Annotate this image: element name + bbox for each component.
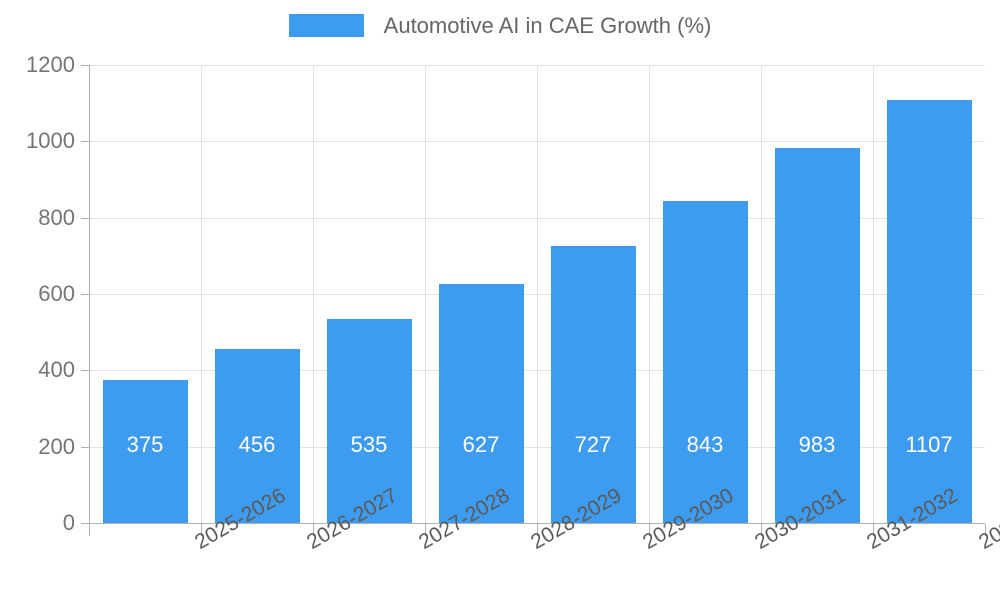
x-axis-category-label: 2027-2028	[415, 484, 513, 555]
y-axis-tick	[81, 294, 89, 295]
bar[interactable]	[438, 283, 524, 523]
bar-value-label: 1107	[905, 432, 953, 457]
plot-area: 375 456 535 627 727 843 983 1107	[89, 65, 985, 524]
y-axis-tick	[81, 65, 89, 66]
x-axis-line	[89, 523, 985, 524]
bar[interactable]	[662, 201, 748, 523]
gridline-vertical	[201, 65, 202, 523]
y-axis-tick	[81, 217, 89, 219]
bar[interactable]	[326, 318, 412, 523]
bar[interactable]	[774, 147, 860, 523]
gridline-vertical	[649, 65, 650, 523]
y-axis-tick-label: 1200	[26, 52, 75, 77]
x-axis-tick	[89, 524, 90, 536]
x-axis-tick	[649, 524, 650, 536]
bar-value-label: 843	[686, 432, 724, 457]
x-axis-tick	[761, 524, 762, 536]
gridline-vertical	[313, 65, 314, 523]
y-axis-tick	[81, 523, 89, 524]
y-axis-tick-label: 200	[38, 433, 75, 459]
x-axis-tick	[201, 524, 202, 536]
x-axis-category-label: 2031-2032	[863, 484, 961, 555]
x-axis-category-label: 2029-2030	[639, 484, 737, 555]
bar-value-label: 375	[126, 432, 164, 457]
x-axis-category-label: 2028-2029	[527, 484, 625, 555]
x-axis-tick	[425, 524, 426, 536]
chart-legend: Automotive AI in CAE Growth (%)	[0, 14, 1000, 37]
bar[interactable]	[214, 348, 300, 523]
x-axis-tick	[873, 524, 874, 536]
bar-value-label: 627	[462, 432, 500, 457]
legend-label: Automotive AI in CAE Growth (%)	[383, 13, 712, 38]
y-axis-tick	[81, 370, 89, 372]
gridline-vertical	[761, 65, 762, 523]
x-axis-tick	[537, 524, 538, 536]
bar[interactable]	[550, 245, 636, 523]
bar-value-label: 727	[574, 432, 612, 457]
x-axis-category-label: 2026-2027	[303, 484, 401, 555]
legend-color-swatch-icon	[288, 14, 364, 37]
bar-value-label: 983	[798, 432, 836, 457]
x-axis-tick	[985, 524, 986, 536]
bar-value-label: 456	[238, 432, 276, 457]
y-axis-tick-label: 400	[38, 357, 75, 383]
bar[interactable]	[886, 100, 972, 523]
gridline-vertical	[873, 65, 874, 523]
y-axis-tick-label: 1000	[26, 128, 75, 154]
gridline-vertical	[537, 65, 538, 523]
bar-value-label: 535	[350, 432, 388, 457]
legend-item-automotive-ai-in-cae-growth[interactable]: Automotive AI in CAE Growth (%)	[288, 13, 712, 38]
x-axis-category-label: 2032-2033	[975, 483, 1000, 554]
y-axis-tick-label: 0	[62, 510, 75, 535]
y-axis-tick	[81, 446, 89, 448]
x-axis-category-label: 2030-2031	[751, 484, 849, 555]
y-axis-tick-label: 800	[38, 204, 75, 230]
bar[interactable]	[102, 379, 188, 523]
y-axis-line	[89, 65, 90, 524]
gridline-vertical	[425, 65, 426, 523]
x-axis-category-label: 2025-2026	[191, 484, 289, 555]
x-axis-tick	[313, 524, 314, 536]
y-axis-tick	[81, 141, 89, 143]
y-axis-tick-label: 600	[38, 281, 75, 306]
